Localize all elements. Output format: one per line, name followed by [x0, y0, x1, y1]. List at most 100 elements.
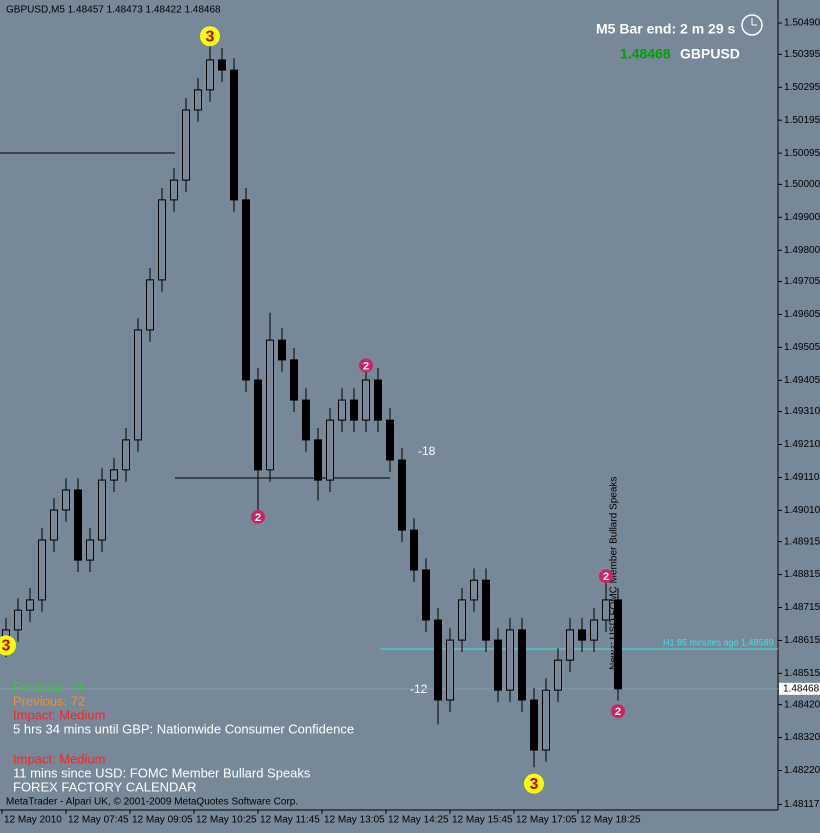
candle-body — [386, 419, 394, 461]
candle-body — [62, 489, 70, 511]
candle-body — [50, 509, 58, 541]
bid-text: 1.48468 — [620, 46, 671, 62]
y-tick-label: 1.48220 — [784, 765, 820, 776]
candle-body — [134, 329, 142, 441]
x-tick-label: 12 May 09:05 — [132, 815, 193, 826]
candle-body — [518, 629, 526, 701]
signal-marker — [524, 773, 544, 794]
x-tick-label: 12 May 07:45 — [68, 815, 129, 826]
signal-label: 3 — [206, 28, 215, 45]
y-tick-label: 1.48915 — [784, 536, 820, 547]
y-tick-label: 1.48420 — [784, 699, 820, 710]
clock-icon — [741, 14, 763, 36]
signal-marker — [611, 704, 625, 719]
candle-body — [158, 199, 166, 281]
symbol: GBPUSD — [680, 46, 740, 62]
signal-marker — [599, 569, 613, 584]
candle-body — [26, 599, 34, 611]
bar-end: M5 Bar end: 2 m 29 s — [596, 21, 735, 37]
candle-body — [326, 419, 334, 481]
candle-body — [602, 599, 610, 621]
candle-body — [458, 599, 466, 641]
candle-body — [542, 689, 550, 751]
signal-label: 3 — [530, 776, 539, 793]
candle-body — [530, 699, 538, 751]
candle-body — [338, 399, 346, 421]
candle-body — [254, 379, 262, 471]
signal-label: 3 — [2, 638, 11, 655]
y-tick-label: 1.49900 — [784, 212, 820, 223]
y-tick-label: 1.49010 — [784, 505, 820, 516]
calendar-note: Impact: Medium — [13, 751, 105, 766]
candle-body — [146, 279, 154, 331]
bid-box — [779, 682, 820, 695]
candle-body — [230, 69, 238, 201]
candle-body — [98, 479, 106, 541]
chart-title: GBPUSD,M5 1.48457 1.48473 1.48422 1.4846… — [6, 5, 221, 16]
x-tick-label: 12 May 14:25 — [388, 815, 449, 826]
y-tick-label: 1.50195 — [784, 115, 820, 126]
y-tick-label: 1.49310 — [784, 406, 820, 417]
annotation: -18 — [418, 444, 436, 458]
candle-body — [506, 629, 514, 691]
calendar-note: Previous: 72 — [13, 693, 85, 708]
candle-body — [38, 539, 46, 601]
candle-body — [182, 109, 190, 181]
signal-marker — [200, 26, 220, 47]
candle-body — [494, 639, 502, 691]
signal-label: 2 — [255, 512, 261, 524]
candle-body — [206, 59, 214, 91]
candle-body — [434, 619, 442, 701]
x-tick-label: 12 May 15:45 — [452, 815, 513, 826]
y-tick-label: 1.49210 — [784, 439, 820, 450]
y-tick-label: 1.48320 — [784, 732, 820, 743]
signal-label: 2 — [603, 571, 609, 583]
y-tick-label: 1.48117 — [784, 799, 820, 810]
candle-body — [74, 489, 82, 561]
candle-body — [578, 629, 586, 641]
y-tick-label: 1.48715 — [784, 602, 820, 613]
signal-marker — [359, 358, 373, 373]
candle-body — [422, 569, 430, 621]
calendar-note: Impact: Medium — [13, 707, 105, 722]
candle-body — [566, 629, 574, 661]
candle-body — [362, 379, 370, 421]
h1-label: H1 85 minutes ago 1.48589 — [663, 637, 774, 647]
candle-body — [482, 579, 490, 641]
y-tick-label: 1.49800 — [784, 245, 820, 256]
y-tick-label: 1.49110 — [784, 472, 820, 483]
y-tick-label: 1.50000 — [784, 179, 820, 190]
x-tick-label: 12 May 2010 — [4, 815, 62, 826]
candle-body — [110, 469, 118, 481]
candle-body — [218, 59, 226, 71]
copyright: MetaTrader - Alpari UK, © 2001-2009 Meta… — [6, 797, 298, 808]
candle-body — [590, 619, 598, 641]
signal-marker — [251, 509, 265, 524]
y-tick-label: 1.50295 — [784, 82, 820, 93]
y-tick-label: 1.49505 — [784, 342, 820, 353]
calendar-note: 11 mins since USD: FOMC Member Bullard S… — [13, 765, 311, 780]
candle-body — [278, 339, 286, 361]
candle-body — [410, 529, 418, 571]
y-tick-label: 1.49405 — [784, 375, 820, 386]
y-tick-label: 1.48615 — [784, 635, 820, 646]
candle-body — [170, 179, 178, 201]
calendar-note: FOREX FACTORY CALENDAR — [13, 779, 197, 794]
y-tick-label: 1.50095 — [784, 148, 820, 159]
candle-body — [14, 609, 22, 631]
candle-body — [398, 459, 406, 531]
candle-body — [554, 659, 562, 691]
candle-body — [470, 579, 478, 601]
candle-body — [314, 439, 322, 481]
candle-body — [374, 379, 382, 421]
candle-body — [290, 359, 298, 401]
calendar-note: 5 hrs 34 mins until GBP: Nationwide Cons… — [13, 721, 354, 736]
bid-axis-label: 1.48468 — [783, 683, 820, 694]
candle-body — [446, 639, 454, 701]
signal-label: 2 — [615, 706, 621, 718]
y-tick-label: 1.50490 — [784, 18, 820, 29]
x-tick-label: 12 May 18:25 — [580, 815, 641, 826]
candle-body — [242, 199, 250, 381]
y-tick-label: 1.50395 — [784, 49, 820, 60]
